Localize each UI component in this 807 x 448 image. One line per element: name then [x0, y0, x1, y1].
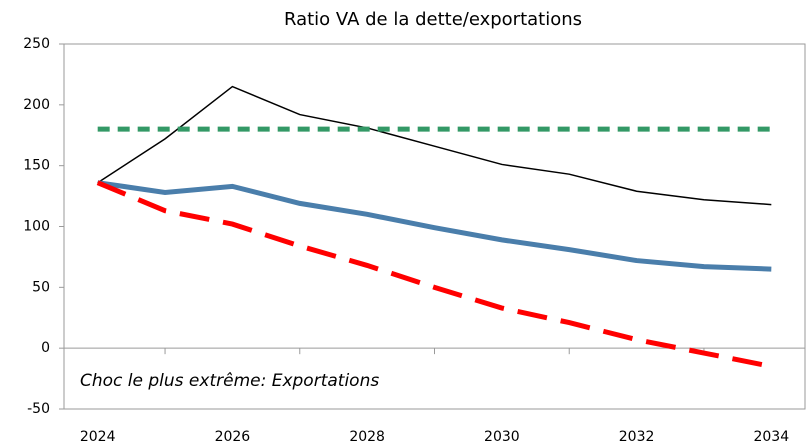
y-tick-label: 0 — [41, 340, 50, 356]
x-tick-label: 2026 — [215, 429, 251, 445]
y-tick-label: 200 — [23, 97, 50, 113]
chart-title: Ratio VA de la dette/exportations — [284, 9, 582, 30]
y-tick-label: 150 — [23, 158, 50, 174]
y-tick-label: 50 — [32, 279, 50, 295]
x-tick-label: 2032 — [619, 429, 655, 445]
x-tick-label: 2030 — [484, 429, 520, 445]
y-tick-label: -50 — [27, 401, 50, 417]
series-line — [97, 85, 772, 206]
annotation: Choc le plus extrême: Exportations — [80, 371, 379, 391]
y-tick-label: 250 — [23, 36, 50, 52]
y-tick-label: 100 — [23, 219, 50, 235]
x-tick-label: 2034 — [753, 429, 789, 445]
series-line — [96, 180, 772, 369]
x-tick-label: 2028 — [349, 429, 385, 445]
series-line — [97, 180, 772, 272]
x-tick-label: 2024 — [80, 429, 116, 445]
